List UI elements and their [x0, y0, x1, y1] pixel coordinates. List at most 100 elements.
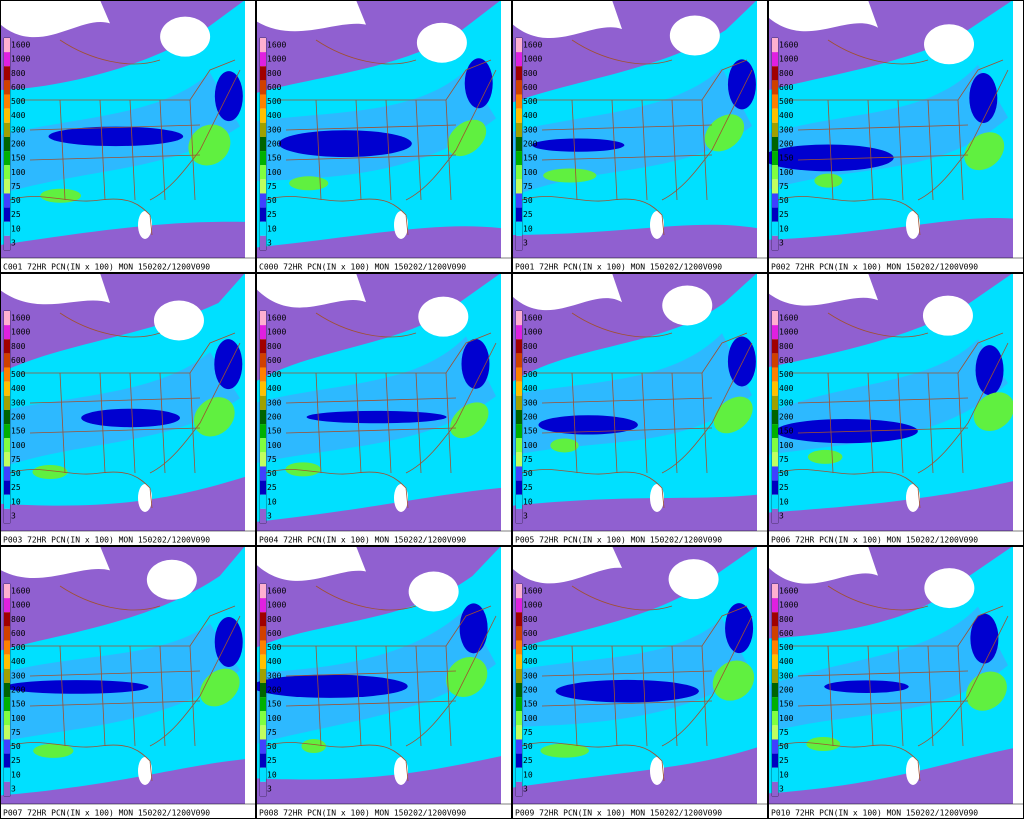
- map-area: [0, 273, 245, 531]
- legend-label: 50: [779, 196, 789, 205]
- legend-label: 800: [779, 615, 794, 624]
- state-line: [957, 372, 964, 474]
- legend-swatch: [260, 598, 266, 613]
- legend-label: 1000: [267, 328, 286, 337]
- coastline: [265, 342, 497, 509]
- state-line: [415, 372, 422, 474]
- state-line: [445, 372, 452, 474]
- state-line: [797, 397, 969, 404]
- legend-swatch: [4, 668, 10, 683]
- legend-label: 1600: [11, 587, 30, 596]
- legend-swatch: [4, 52, 10, 67]
- legend-swatch: [4, 767, 10, 782]
- state-line: [189, 645, 196, 747]
- legend-swatch: [516, 480, 522, 495]
- legend-label: 300: [523, 671, 538, 680]
- panel-border: [0, 273, 256, 546]
- state-line: [415, 99, 422, 201]
- legend-swatch: [772, 108, 778, 123]
- precip-blob: [969, 73, 998, 124]
- legend-swatch: [772, 165, 778, 180]
- dry-area: [650, 211, 664, 239]
- legend-label: 3: [267, 238, 272, 247]
- state-line: [671, 372, 678, 474]
- legend-label: 150: [523, 427, 538, 436]
- legend-swatch: [772, 136, 778, 152]
- legend-label: 600: [267, 356, 282, 365]
- dry-area: [394, 484, 408, 512]
- precip-area: [768, 606, 1008, 733]
- state-line: [571, 99, 578, 201]
- legend-swatch: [260, 438, 266, 453]
- state-line: [611, 645, 618, 747]
- state-line: [897, 99, 904, 201]
- precip-area: [256, 608, 496, 744]
- legend-swatch: [772, 367, 778, 382]
- state-line: [189, 372, 196, 474]
- legend-swatch: [260, 381, 266, 396]
- legend-swatch: [772, 697, 778, 712]
- legend-swatch: [4, 235, 10, 250]
- coastline: [265, 69, 497, 236]
- legend-swatch: [260, 697, 266, 712]
- dry-area: [256, 546, 366, 581]
- legend-swatch: [772, 767, 778, 782]
- legend-label: 400: [779, 384, 794, 393]
- panel-caption: P004 72HR PCN(IN x 100) MON 150202/1200V…: [259, 536, 466, 545]
- dry-area: [416, 22, 467, 63]
- state-line: [541, 700, 713, 707]
- state-line: [641, 372, 648, 474]
- legend-label: 25: [523, 210, 533, 219]
- precip-blob: [450, 402, 489, 439]
- legend-swatch: [260, 466, 266, 481]
- legend-label: 10: [779, 497, 789, 506]
- legend-label: 200: [523, 140, 538, 149]
- legend-swatch: [516, 165, 522, 180]
- state-line: [315, 99, 322, 201]
- dry-area: [650, 484, 664, 512]
- legend-label: 400: [11, 111, 26, 120]
- dry-area: [138, 484, 152, 512]
- legend-label: 200: [267, 413, 282, 422]
- map-panel: 1600 1000 800 600 500 400 300 200 150 100 75 50 25 10…: [512, 0, 768, 273]
- state-line: [611, 372, 618, 474]
- legend-label: 75: [11, 728, 21, 737]
- legend-swatch: [4, 395, 10, 410]
- state-line: [797, 154, 969, 161]
- legend-swatch: [260, 753, 266, 768]
- precip-blob: [301, 739, 327, 754]
- legend-swatch: [516, 584, 522, 599]
- map-area: [768, 273, 1013, 531]
- legend-label: 300: [11, 671, 26, 680]
- legend-swatch: [4, 711, 10, 726]
- legend-label: 150: [11, 700, 26, 709]
- legend-swatch: [260, 80, 266, 95]
- boundaries: [265, 312, 497, 509]
- legend-label: 500: [11, 643, 26, 652]
- legend-label: 150: [267, 700, 282, 709]
- legend-swatch: [260, 480, 266, 495]
- legend-swatch: [260, 767, 266, 782]
- precip-blob: [973, 392, 1013, 432]
- legend-label: 75: [267, 728, 277, 737]
- state-line: [159, 99, 166, 201]
- precip-blob: [461, 338, 490, 389]
- legend-swatch: [516, 80, 522, 95]
- state-line: [385, 372, 392, 474]
- legend-label: 100: [267, 168, 282, 177]
- coastline: [9, 615, 241, 782]
- panel-caption: P007 72HR PCN(IN x 100) MON 150202/1200V…: [3, 809, 210, 818]
- legend-label: 500: [523, 370, 538, 379]
- legend-label: 50: [523, 742, 533, 751]
- legend-swatch: [772, 725, 778, 740]
- legend-label: 200: [267, 686, 282, 695]
- legend-label: 300: [11, 398, 26, 407]
- legend-swatch: [772, 235, 778, 250]
- state-line: [59, 372, 66, 474]
- legend-label: 800: [11, 69, 26, 78]
- state-line: [867, 372, 874, 474]
- legend-label: 200: [11, 413, 26, 422]
- legend-swatch: [4, 207, 10, 222]
- legend-swatch: [4, 122, 10, 137]
- panel-caption: P006 72HR PCN(IN x 100) MON 150202/1200V…: [771, 536, 978, 545]
